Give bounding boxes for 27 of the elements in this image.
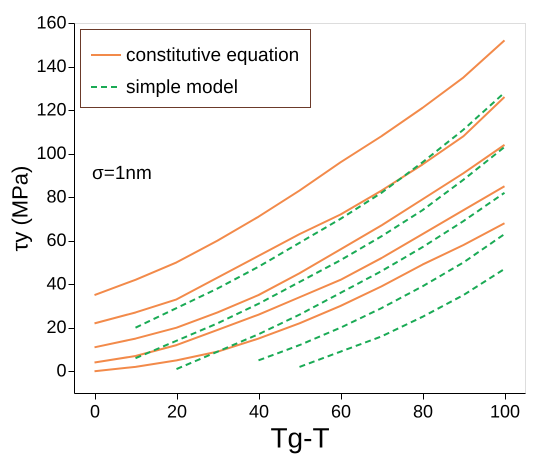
y-tick-label: 40 [46,274,66,294]
annotation: σ=1nm [92,163,152,184]
line-series [94,39,506,296]
x-tick-label: 60 [330,402,352,422]
x-tick-label: 100 [490,402,520,422]
line-series [94,144,506,348]
y-tick-label: 0 [56,360,66,381]
y-tick-label: 140 [36,56,66,76]
x-tick-label: 80 [412,402,434,422]
line-series [94,222,506,372]
x-axis-title: Tg-T [270,422,330,454]
x-tick-label: 0 [90,402,100,422]
y-tick-label: 100 [36,143,66,164]
x-tick-label: 20 [166,402,188,422]
x-tick-label: 40 [248,402,270,422]
legend-label: constitutive equation [126,45,300,66]
legend-label: simple model [126,77,238,98]
line-series [258,233,506,362]
line-series [298,268,506,368]
y-tick-label: 80 [46,186,66,207]
y-axis-title: τy (MPa) [7,166,32,252]
line-series [94,185,506,364]
y-tick-label: 60 [46,230,66,250]
y-tick-label: 20 [46,317,66,338]
y-tick-label: 160 [36,12,66,32]
y-tick-label: 120 [36,100,66,120]
line-series [176,192,506,370]
